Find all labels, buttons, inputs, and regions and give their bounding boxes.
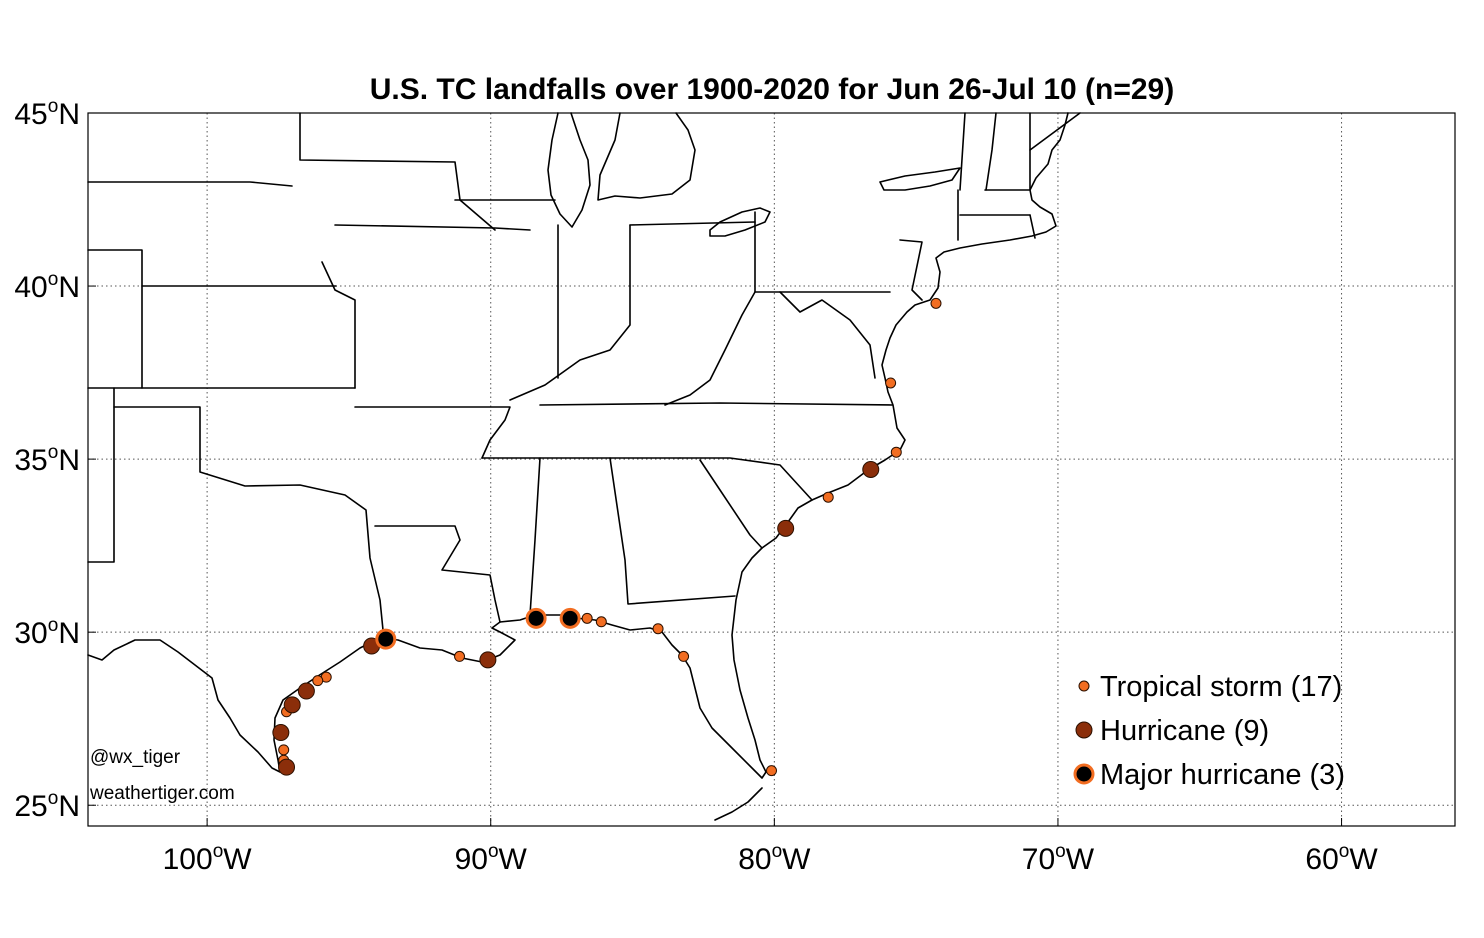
tropical-storm-marker: [885, 377, 897, 389]
tick-label: 30oN: [14, 615, 80, 650]
hurricane-marker: [283, 696, 301, 714]
tick-label: 70oW: [1022, 841, 1095, 876]
legend-label: Major hurricane (3): [1100, 759, 1345, 791]
tropical-storm-marker: [930, 297, 942, 309]
legend-marker-ts: [1078, 680, 1090, 692]
hurricane-marker: [862, 461, 880, 478]
hurricane-marker: [297, 682, 315, 700]
tick-label: 90oW: [455, 841, 528, 876]
legend-label: Tropical storm (17): [1100, 671, 1342, 703]
longitude-ticks: 100oW 90oW 80oW 70oW 60oW: [163, 818, 1378, 876]
legend-marker-mh: [1073, 763, 1095, 785]
tropical-storm-marker: [652, 623, 664, 635]
chart-title: U.S. TC landfalls over 1900-2020 for Jun…: [370, 73, 1174, 106]
tropical-storm-marker: [278, 744, 290, 756]
legend-label: Hurricane (9): [1100, 715, 1269, 747]
tick-label: 45oN: [14, 96, 80, 131]
credit-handle: @wx_tiger: [90, 747, 181, 768]
tick-label: 100oW: [163, 841, 253, 876]
hurricane-marker: [278, 758, 296, 776]
legend: Tropical storm (17) Hurricane (9) Major hu…: [1073, 671, 1345, 791]
major-hurricane-marker: [375, 628, 397, 650]
tropical-storm-marker: [595, 616, 607, 628]
tropical-storm-marker: [581, 612, 593, 624]
major-hurricane-marker: [525, 607, 547, 629]
tropical-storm-marker: [822, 491, 834, 503]
tick-label: 80oW: [738, 841, 811, 876]
credit-site: weathertiger.com: [89, 783, 235, 804]
hurricane-marker: [479, 651, 497, 669]
map-frame: [87, 112, 1456, 827]
tick-label: 40oN: [14, 269, 80, 304]
hurricane-marker: [272, 724, 290, 742]
state-boundaries: [87, 112, 1081, 821]
legend-marker-h: [1075, 721, 1093, 739]
landfall-points: [272, 297, 942, 777]
tick-label: 35oN: [14, 442, 80, 477]
latitude-ticks: 45oN 40oN 35oN 30oN 25oN: [14, 96, 96, 823]
major-hurricane-marker: [559, 607, 581, 629]
tropical-storm-marker: [678, 650, 690, 662]
tropical-storm-marker: [766, 765, 777, 777]
tropical-storm-marker: [890, 446, 902, 458]
tick-label: 25oN: [14, 788, 80, 823]
hurricane-marker: [777, 519, 795, 537]
tropical-storm-marker: [454, 650, 466, 662]
tick-label: 60oW: [1305, 841, 1378, 876]
tropical-storm-marker: [312, 675, 324, 687]
